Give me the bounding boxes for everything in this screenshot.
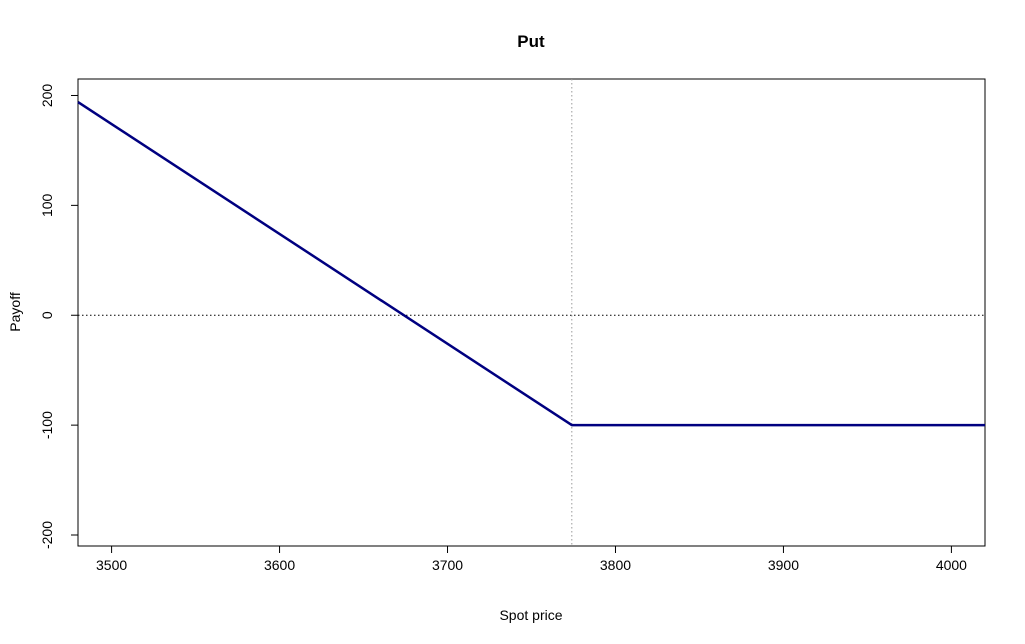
- x-tick-label: 3500: [96, 557, 127, 573]
- payoff-series-line: [77, 101, 985, 427]
- x-tick-label: 3600: [264, 557, 295, 573]
- y-tick-label: -100: [39, 411, 55, 439]
- y-tick-label: 0: [39, 311, 55, 319]
- y-axis-title: Payoff: [7, 292, 23, 332]
- y-tick-label: -200: [39, 521, 55, 549]
- x-axis: 3500 3600 3700 3800 3900 4000: [96, 546, 967, 573]
- y-tick-label: 200: [39, 84, 55, 108]
- x-tick-label: 4000: [936, 557, 967, 573]
- y-tick-label: 100: [39, 193, 55, 217]
- x-tick-label: 3800: [600, 557, 631, 573]
- x-tick-label: 3900: [768, 557, 799, 573]
- series-layer: [77, 101, 985, 427]
- y-axis: -200 -100 0 100 200: [39, 84, 78, 549]
- reference-lines: [78, 79, 985, 546]
- x-axis-title: Spot price: [499, 607, 562, 623]
- plot-frame: [77, 78, 986, 547]
- x-tick-label: 3700: [432, 557, 463, 573]
- chart-title: Put: [517, 32, 545, 51]
